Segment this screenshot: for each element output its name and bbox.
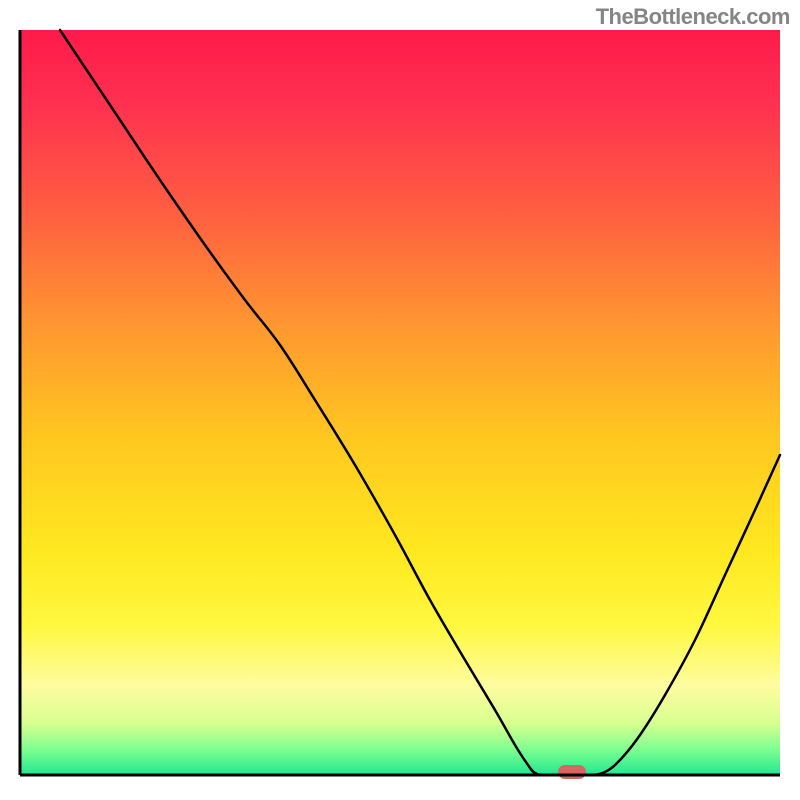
optimal-marker [558, 765, 586, 779]
chart-svg [0, 0, 800, 800]
bottleneck-chart [0, 0, 800, 800]
watermark-text: TheBottleneck.com [596, 4, 790, 30]
